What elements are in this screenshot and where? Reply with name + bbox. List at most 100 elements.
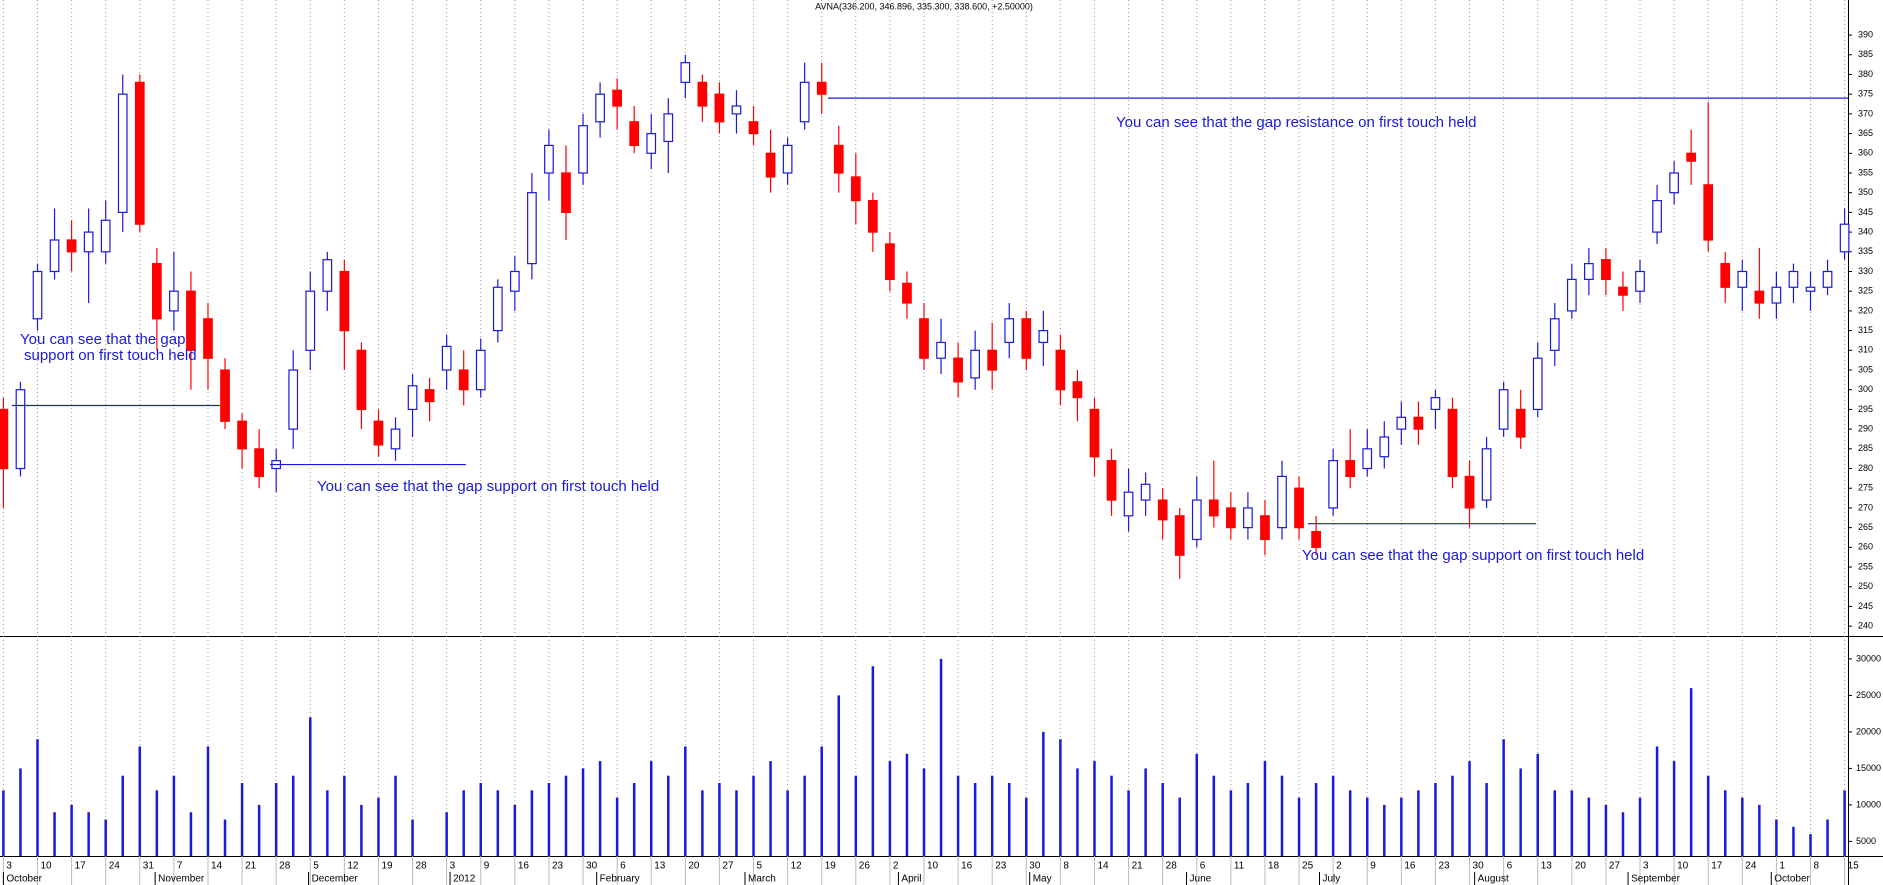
y-tick-label: 30000 [1856, 653, 1881, 663]
candle-body [1737, 270, 1748, 288]
candle-body [1328, 460, 1339, 509]
volume-bar [1400, 797, 1403, 856]
x-tick-label: 30 [1029, 861, 1041, 872]
candle-body [1601, 259, 1611, 280]
candle-body [220, 369, 230, 422]
candle-body [850, 176, 861, 202]
candle-body [902, 282, 912, 304]
y-tick-label: 390 [1858, 29, 1873, 39]
y-tick-label: 360 [1858, 148, 1873, 158]
candle-body [765, 152, 776, 178]
volume-bar [1110, 775, 1113, 856]
x-tick-label: 14 [1097, 861, 1109, 872]
volume-bar [1655, 746, 1659, 856]
y-tick-label: 270 [1858, 502, 1873, 512]
candle-body [799, 81, 810, 123]
volume-bar [547, 783, 551, 856]
x-tick-label: 18 [1268, 861, 1280, 872]
volume-bar [1724, 790, 1727, 856]
candle-body [254, 448, 264, 478]
y-tick-label: 340 [1858, 226, 1873, 236]
candle-body [49, 239, 60, 273]
x-tick-label: 16 [1404, 861, 1416, 872]
candle-body [237, 420, 247, 450]
volume-bar [1775, 819, 1778, 856]
candle-body [492, 286, 503, 332]
x-tick-label: 2 [893, 861, 899, 872]
candle-body [1720, 263, 1731, 288]
candle-body [646, 132, 657, 154]
month-label: October [6, 874, 42, 885]
annotation: support on first touch held [24, 347, 197, 364]
volume-bar [1212, 775, 1216, 856]
volume-bar [223, 819, 227, 856]
volume-bar [1042, 731, 1045, 856]
candle-body [305, 290, 316, 351]
volume-bar [206, 746, 210, 856]
month-label: August [1478, 874, 1509, 885]
y-tick-label: 10000 [1856, 799, 1881, 809]
y-tick-label: 380 [1858, 69, 1873, 79]
x-tick-label: 5 [757, 861, 763, 872]
volume-bar [1434, 783, 1437, 856]
candle-body [322, 259, 333, 292]
y-tick-label: 375 [1858, 89, 1873, 99]
volume-bar [1025, 797, 1028, 856]
volume-bar [632, 783, 636, 856]
x-tick-label: 9 [484, 861, 490, 872]
candle-body [885, 243, 895, 280]
candle-body [1822, 270, 1833, 288]
volume-bar [1331, 775, 1335, 856]
volume-bar [104, 819, 107, 856]
volume-bar [1826, 819, 1829, 856]
x-tick-label: 10 [1677, 861, 1689, 872]
candle-body [1788, 270, 1799, 288]
x-tick-label: 12 [791, 861, 803, 872]
x-tick-label: 8 [1063, 861, 1069, 872]
volume-bar [820, 746, 823, 856]
volume-bar [1638, 797, 1642, 856]
y-tick-label: 240 [1858, 621, 1873, 631]
candle-body [1584, 263, 1594, 280]
x-tick-label: 11 [1234, 861, 1245, 872]
volume-bar [564, 775, 568, 856]
month-label: November [158, 874, 205, 885]
volume-bar [1570, 790, 1574, 856]
volume-bar [786, 790, 789, 856]
candle-body [407, 385, 418, 411]
volume-bar [1280, 775, 1284, 856]
x-tick-label: 19 [825, 861, 837, 872]
x-tick-label: 30 [1473, 861, 1485, 872]
candle-body [1566, 278, 1577, 312]
volume-bar [1672, 761, 1676, 856]
y-tick-label: 345 [1858, 207, 1873, 217]
candle-body [987, 349, 998, 371]
candle-body [1157, 499, 1168, 521]
x-tick-label: 3 [450, 861, 456, 872]
candle-body [1430, 396, 1441, 411]
volume-bar [36, 739, 39, 856]
x-tick-label: 21 [1132, 861, 1144, 872]
y-tick-label: 305 [1858, 364, 1873, 374]
candle-body [373, 420, 384, 446]
volume-bar [1229, 790, 1233, 856]
annotation: You can see that the gap resistance on f… [1116, 114, 1477, 131]
candle-body [1481, 448, 1492, 501]
y-tick-label: 275 [1858, 483, 1873, 493]
volume-bar [581, 768, 585, 856]
volume-bar [1365, 797, 1369, 856]
candle-body [1106, 460, 1117, 501]
candle-body [595, 93, 605, 123]
candle-body [1055, 349, 1066, 391]
volume-bar [530, 790, 534, 856]
candle-body [424, 389, 435, 403]
candle-body [1140, 483, 1151, 501]
x-tick-label: 28 [416, 861, 428, 872]
candle-body [1379, 436, 1390, 458]
volume-bar [1553, 790, 1557, 856]
volume-bar [1383, 804, 1386, 856]
volume-bar [769, 761, 772, 856]
candle-body [117, 93, 128, 213]
y-tick-label: 280 [1858, 463, 1873, 473]
x-tick-label: 17 [75, 861, 87, 872]
